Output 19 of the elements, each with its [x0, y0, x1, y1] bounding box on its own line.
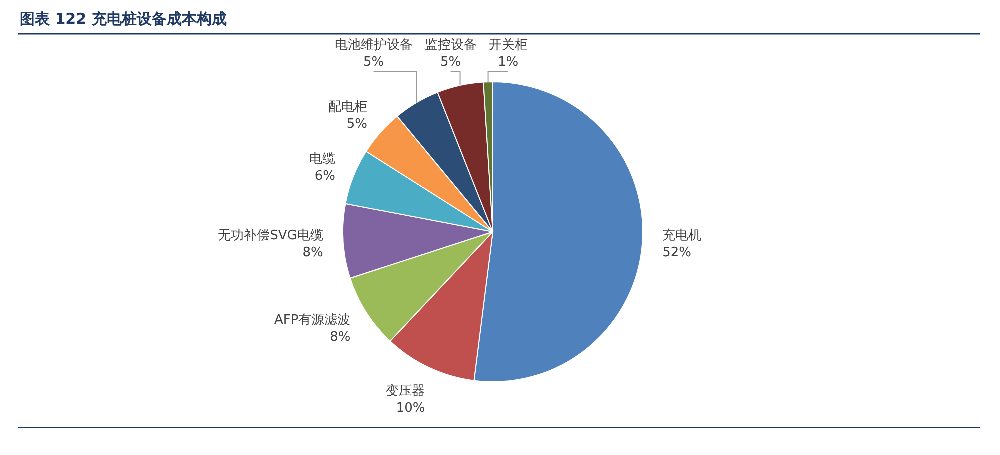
chart-title: 图表 122 充电桩设备成本构成 — [20, 10, 227, 28]
data-label: 8% — [302, 246, 324, 261]
data-label: 8% — [330, 330, 351, 345]
slice-label: 充电机 — [662, 228, 702, 244]
slice-label: 配电柜 — [328, 100, 368, 115]
slice-label: AFP有源滤波 — [274, 312, 351, 328]
data-label: 1% — [498, 55, 519, 70]
slice-label: 监控设备 — [424, 38, 477, 53]
data-label: 5% — [440, 55, 462, 70]
data-label: 6% — [314, 168, 336, 184]
slice-label: 电缆 — [310, 152, 336, 167]
slice-label: 开关柜 — [488, 38, 528, 53]
data-label: 5% — [363, 55, 384, 70]
data-label: 52% — [662, 246, 692, 261]
slice-label: 变压器 — [386, 384, 426, 400]
slice-label: 电池维护设备 — [334, 38, 413, 53]
slice-label: 无功补偿SVG电缆 — [218, 228, 324, 244]
data-label: 5% — [346, 116, 368, 132]
data-label: 10% — [396, 401, 426, 416]
